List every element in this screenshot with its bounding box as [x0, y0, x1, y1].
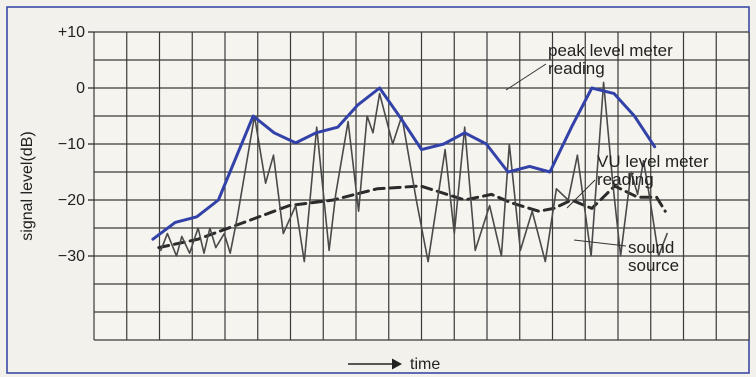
y-tick-label: 0: [76, 80, 85, 97]
annotation-peak-line-1: peak level meter: [548, 41, 673, 60]
vu-level-series: [157, 184, 667, 250]
time-arrowhead-icon: [392, 358, 402, 370]
annotation-sound-line-2: source: [628, 256, 679, 275]
y-tick-label: +10: [58, 24, 85, 41]
x-axis-title: time: [410, 356, 440, 373]
series-lines: [151, 81, 668, 263]
annotation-sound-line-1: sound: [628, 238, 674, 257]
annotation-sound-leader: [573, 239, 627, 247]
y-axis-ticks: +10 0 −10 −20 −30: [58, 24, 94, 265]
annotation-vu-leader: [566, 179, 596, 209]
annotation-vu: VU level meter reading: [566, 152, 709, 209]
peak-level-series: [151, 86, 657, 241]
y-tick-label: −10: [58, 136, 85, 153]
sound-source-series: [160, 81, 668, 263]
annotation-sound: sound source: [573, 238, 679, 275]
annotation-vu-line-2: reading: [597, 170, 654, 189]
y-tick-label: −20: [58, 192, 85, 209]
y-axis-title: signal level(dB): [19, 131, 36, 240]
y-tick-label: −30: [58, 248, 85, 265]
gridlines: [93, 31, 750, 341]
annotation-peak: peak level meter reading: [505, 41, 673, 91]
annotation-peak-leader: [505, 63, 547, 91]
annotation-peak-line-2: reading: [548, 59, 605, 78]
annotation-vu-line-1: VU level meter: [597, 152, 709, 171]
x-axis-title-group: time: [348, 356, 440, 373]
